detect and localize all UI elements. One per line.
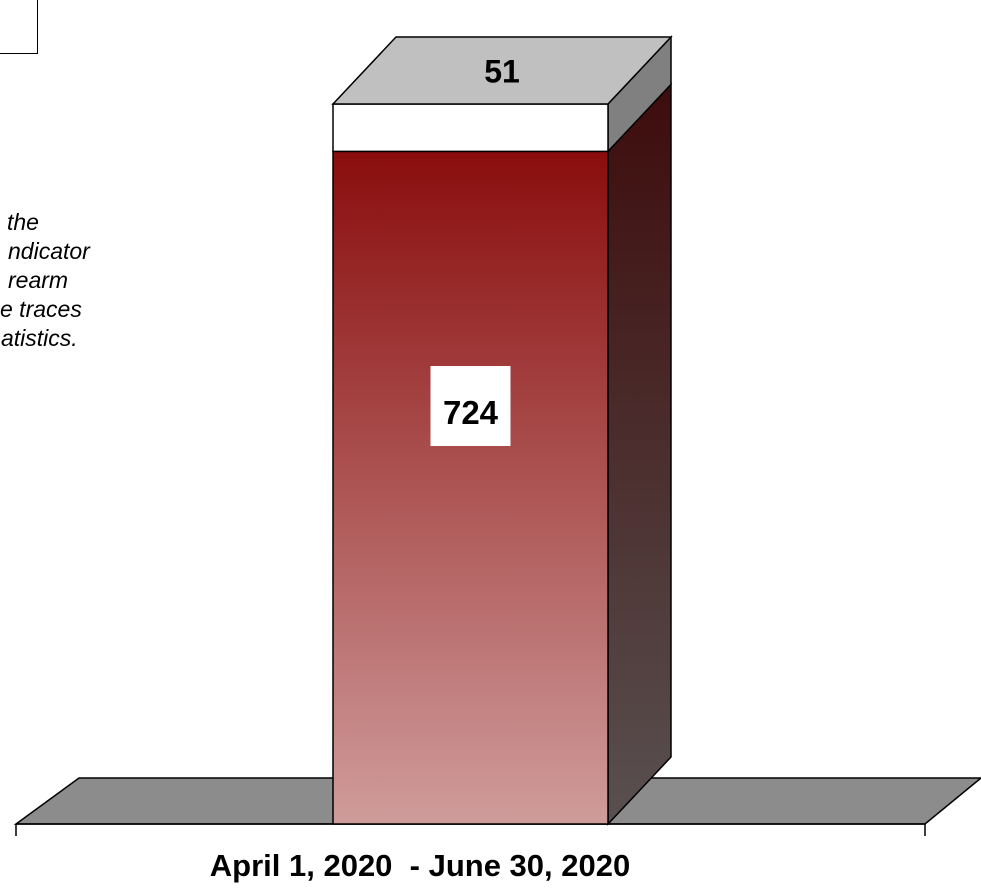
data-label-724: 724: [443, 394, 499, 431]
explanatory-note: the ndicator rearm e traces atistics.: [0, 208, 190, 353]
bar-segment-51: [332, 103, 609, 153]
data-label-724-bg: [430, 366, 511, 446]
note-line-3: rearm: [8, 267, 69, 293]
note-line-5: atistics.: [1, 325, 78, 351]
legend-box: [0, 0, 38, 54]
x-axis-category-label: April 1, 2020 - June 30, 2020: [210, 848, 630, 883]
data-label-51: 51: [484, 54, 520, 90]
note-line-1: the: [7, 209, 39, 235]
bar-side-face: [607, 82, 672, 826]
bar-segment-724: [332, 150, 609, 825]
note-line-4: e traces: [0, 296, 82, 322]
bar-cap: [331, 36, 673, 105]
note-line-2: ndicator: [8, 238, 90, 264]
